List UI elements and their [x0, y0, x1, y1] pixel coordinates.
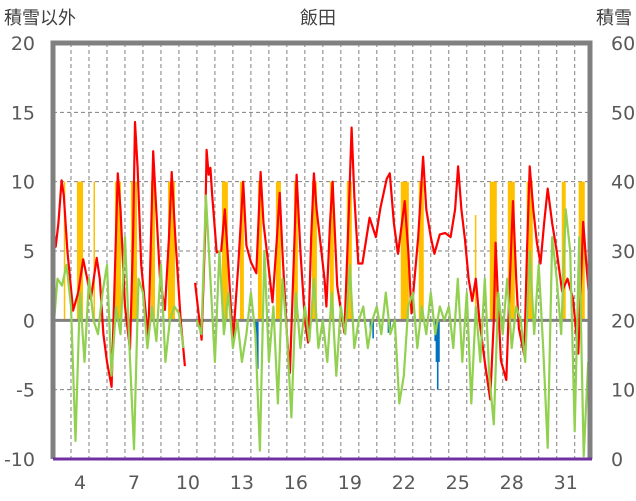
lines	[51, 120, 592, 458]
sunshine-bar	[474, 214, 477, 321]
sunshine-bar	[221, 181, 228, 321]
sunshine-bar	[275, 181, 281, 321]
x-tick-label: 31	[554, 472, 578, 494]
right-tick-label: 30	[611, 241, 635, 263]
plot-frame	[50, 40, 593, 461]
left-tick-label: 10	[11, 172, 35, 194]
right-axis-title: 積雪	[596, 8, 632, 29]
green-series-line	[51, 236, 185, 451]
right-tick-label: 50	[611, 102, 635, 124]
precipitation-bar	[369, 320, 372, 329]
left-tick-label: -10	[4, 449, 35, 471]
left-tick-label: 5	[23, 241, 35, 263]
precipitation-bar	[372, 320, 374, 339]
x-tick-label: 22	[392, 472, 416, 494]
right-tick-label: 20	[611, 310, 635, 332]
right-tick-label: 40	[611, 172, 635, 194]
sunshine-bar	[293, 181, 298, 321]
precipitation-bar	[257, 320, 259, 369]
right-tick-label: 60	[611, 33, 635, 55]
chart-title: 飯田	[300, 8, 336, 29]
sunshine-bar	[346, 181, 352, 321]
precipitation-bar	[435, 320, 438, 362]
x-tick-label: 10	[176, 472, 200, 494]
x-tick-label: 7	[128, 472, 140, 494]
sunshine-bar	[63, 181, 66, 321]
sunshine-bar	[329, 181, 334, 321]
sunshine-bar	[239, 181, 244, 321]
right-tick-label: 10	[611, 380, 635, 402]
sunshine-bar	[167, 181, 175, 321]
red-series-line	[194, 126, 592, 401]
sunshine-bar	[400, 181, 409, 321]
left-tick-label: 0	[23, 310, 35, 332]
gridlines	[53, 43, 590, 459]
green-series-line	[195, 194, 590, 458]
sunshine-bar	[257, 181, 262, 321]
precipitation-bar	[436, 320, 439, 390]
x-tick-label: 13	[230, 472, 254, 494]
left-tick-label: 15	[11, 102, 35, 124]
precipitation-bar	[438, 320, 440, 362]
sunshine-bar	[76, 181, 84, 321]
x-tick-label: 16	[284, 472, 308, 494]
x-tick-label: 28	[500, 472, 524, 494]
left-tick-label: 20	[11, 33, 35, 55]
sunshine-bar	[311, 181, 317, 321]
sunshine-bar	[418, 181, 424, 321]
left-tick-label: -5	[16, 380, 35, 402]
x-tick-label: 25	[446, 472, 470, 494]
left-axis-title: 積雪以外	[4, 8, 76, 29]
right-tick-label: 0	[611, 449, 623, 471]
sunshine-bar	[93, 181, 95, 321]
x-tick-label: 4	[74, 472, 86, 494]
plot-border	[50, 40, 593, 459]
x-tick-label: 19	[338, 472, 362, 494]
sunshine-bar	[489, 181, 497, 321]
sunshine-bar	[130, 181, 138, 321]
sunshine-bar	[150, 181, 156, 321]
sunshine-bar	[114, 181, 122, 321]
